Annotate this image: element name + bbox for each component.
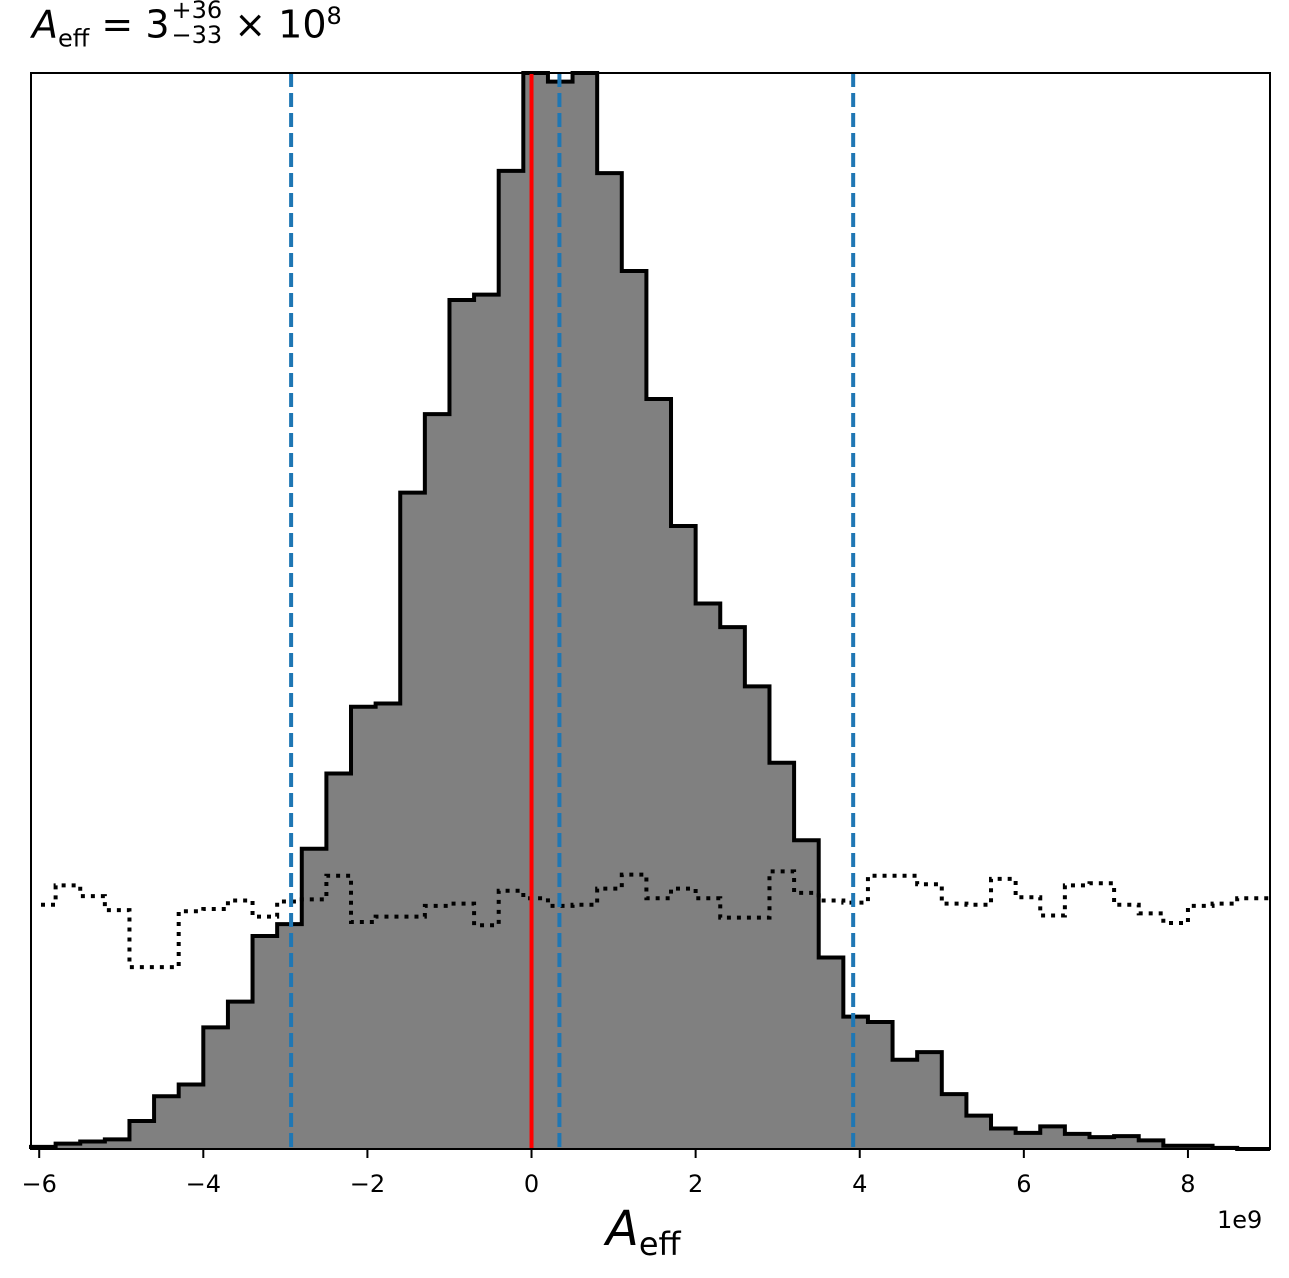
x-axis-symbol: A [606, 1201, 639, 1257]
posterior-bar [1089, 1137, 1115, 1149]
posterior-bar [966, 1115, 992, 1149]
posterior-bar [941, 1094, 967, 1149]
title-errors: +36 −33 [172, 0, 223, 48]
title-minus-error: −33 [171, 21, 223, 50]
x-tick-label: −4 [186, 1170, 221, 1198]
posterior-bar [351, 706, 377, 1149]
posterior-bar [917, 1052, 943, 1149]
posterior-bar [203, 1027, 229, 1149]
posterior-bar [400, 492, 426, 1149]
posterior-bar [892, 1059, 918, 1149]
posterior-bar [572, 73, 598, 1149]
title-exponent: 8 [326, 2, 342, 31]
posterior-bar [326, 773, 352, 1149]
title-symbol-subscript: eff [58, 24, 90, 53]
x-axis-label: Aeff [606, 1205, 681, 1260]
posterior-bar [1064, 1133, 1090, 1149]
posterior-bar [597, 173, 623, 1149]
x-tick-label: −6 [22, 1170, 57, 1198]
axes-frame [30, 72, 1271, 1150]
title-multiplier: × 10 [234, 2, 327, 47]
posterior-bar [129, 1121, 155, 1149]
title-plus-error: +36 [171, 0, 223, 24]
posterior-bar [843, 1016, 869, 1149]
posterior-bar [498, 170, 524, 1149]
posterior-bar [424, 414, 450, 1149]
x-axis-ticks: −6 −4 −2 0 2 4 6 8 [22, 1149, 1196, 1198]
posterior-bar [523, 73, 549, 1149]
posterior-bar [794, 840, 820, 1149]
posterior-bar [301, 848, 327, 1149]
posterior-bar [769, 762, 795, 1149]
posterior-bar [474, 294, 500, 1149]
posterior-bar [104, 1139, 130, 1149]
posterior-bar [867, 1022, 894, 1149]
posterior-bar [1138, 1140, 1164, 1149]
chart-title: Aeff = 3 +36 −33 × 108 [32, 0, 342, 53]
posterior-bar [991, 1128, 1017, 1149]
x-tick-label: 4 [852, 1170, 867, 1198]
posterior-bar [1040, 1126, 1066, 1149]
posterior-bar [695, 603, 721, 1149]
posterior-bar [621, 270, 647, 1149]
x-tick-label: 6 [1016, 1170, 1031, 1198]
x-tick-label: 8 [1180, 1170, 1195, 1198]
posterior-bar [55, 1143, 81, 1149]
title-value: = 3 [101, 2, 170, 47]
posterior-bar [671, 525, 697, 1149]
x-tick-label: 2 [688, 1170, 703, 1198]
x-axis-subscript: eff [638, 1225, 681, 1263]
posterior-bar [252, 935, 278, 1149]
posterior-bar [227, 1001, 254, 1149]
posterior-outline [29, 71, 1270, 1151]
posterior-bar [80, 1141, 106, 1149]
posterior-bar [178, 1084, 204, 1149]
posterior-bar [818, 957, 844, 1149]
x-tick-label: 0 [524, 1170, 539, 1198]
posterior-bar [154, 1096, 180, 1149]
title-symbol: A [32, 2, 58, 47]
posterior-bar [646, 399, 672, 1149]
reference-lines [289, 73, 856, 1149]
posterior-bar [1114, 1136, 1140, 1149]
x-axis-offset-label: 1e9 [1217, 1206, 1263, 1234]
posterior-bar [449, 300, 475, 1149]
posterior-bar [720, 627, 746, 1149]
posterior-bar [1015, 1132, 1041, 1149]
x-tick-label: −2 [350, 1170, 385, 1198]
posterior-histogram [29, 71, 1270, 1151]
posterior-bar [375, 703, 401, 1149]
